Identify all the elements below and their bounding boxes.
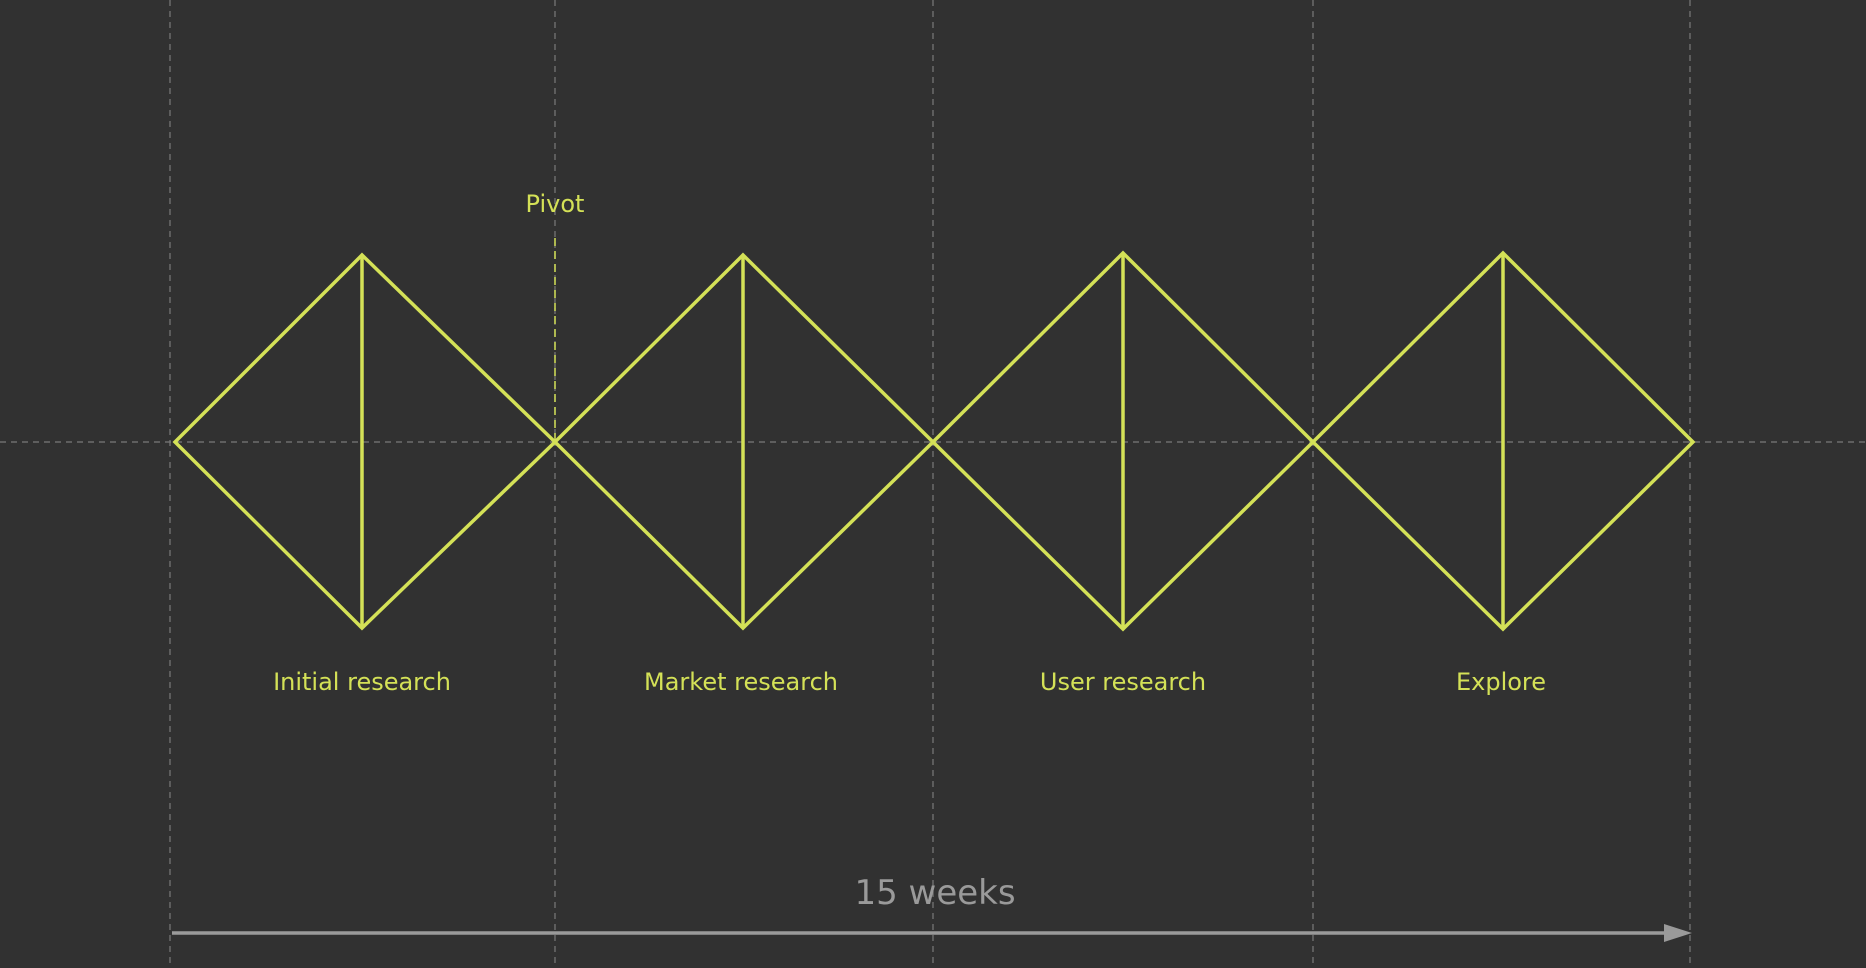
timeline-arrow-head-icon [1664, 924, 1692, 942]
phase-label-market-research: Market research [644, 668, 838, 696]
diamond-user-research [930, 250, 1316, 632]
diamond-outline [1310, 250, 1696, 632]
pivot-label: Pivot [526, 190, 585, 218]
phase-label-user-research: User research [1040, 668, 1206, 696]
phase-label-initial-research: Initial research [273, 668, 451, 696]
diamond-market-research [552, 252, 936, 631]
diamond-explore [1310, 250, 1696, 632]
duration-label: 15 weeks [854, 873, 1015, 913]
phase-label-explore: Explore [1456, 668, 1546, 696]
